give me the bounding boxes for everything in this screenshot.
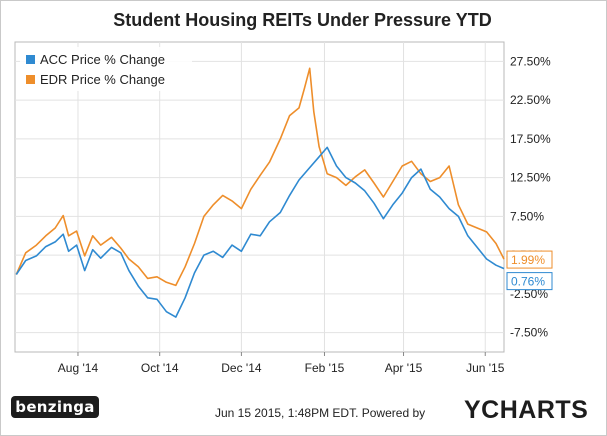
end-label-acc: 0.76% [511,275,545,289]
x-tick-label: Jun '15 [466,361,505,375]
end-label-edr: 1.99% [511,253,545,267]
series-line-acc [15,146,505,318]
y-tick-label: 22.50% [510,93,551,107]
x-tick-label: Oct '14 [141,361,179,375]
legend: ACC Price % Change EDR Price % Change [20,47,192,91]
x-tick-label: Apr '15 [385,361,423,375]
legend-label: EDR Price % Change [40,72,165,87]
x-tick-label: Dec '14 [221,361,262,375]
legend-swatch [26,75,35,84]
end-label-box-acc [506,272,553,291]
series-line-edr [15,67,505,287]
chart-title: Student Housing REITs Under Pressure YTD [113,10,492,30]
benzinga-logo: benzinga [11,396,99,418]
legend-swatch [26,55,35,64]
y-tick-label: -7.50% [510,326,548,340]
legend-label: ACC Price % Change [40,52,165,67]
plot-area [14,41,505,353]
ycharts-logo: YCHARTS [464,396,589,424]
y-tick-label: 7.50% [510,209,544,223]
legend-box [20,47,192,91]
y-tick-label: 27.50% [510,54,551,68]
x-tick-label: Aug '14 [58,361,99,375]
x-tick-label: Feb '15 [305,361,345,375]
y-tick-label: -2.50% [510,287,548,301]
y-tick-label: 17.50% [510,132,551,146]
footer-timestamp: Jun 15 2015, 1:48PM EDT. Powered by [215,406,426,420]
end-label-box-edr [506,250,553,269]
y-tick-label: 12.50% [510,171,551,185]
